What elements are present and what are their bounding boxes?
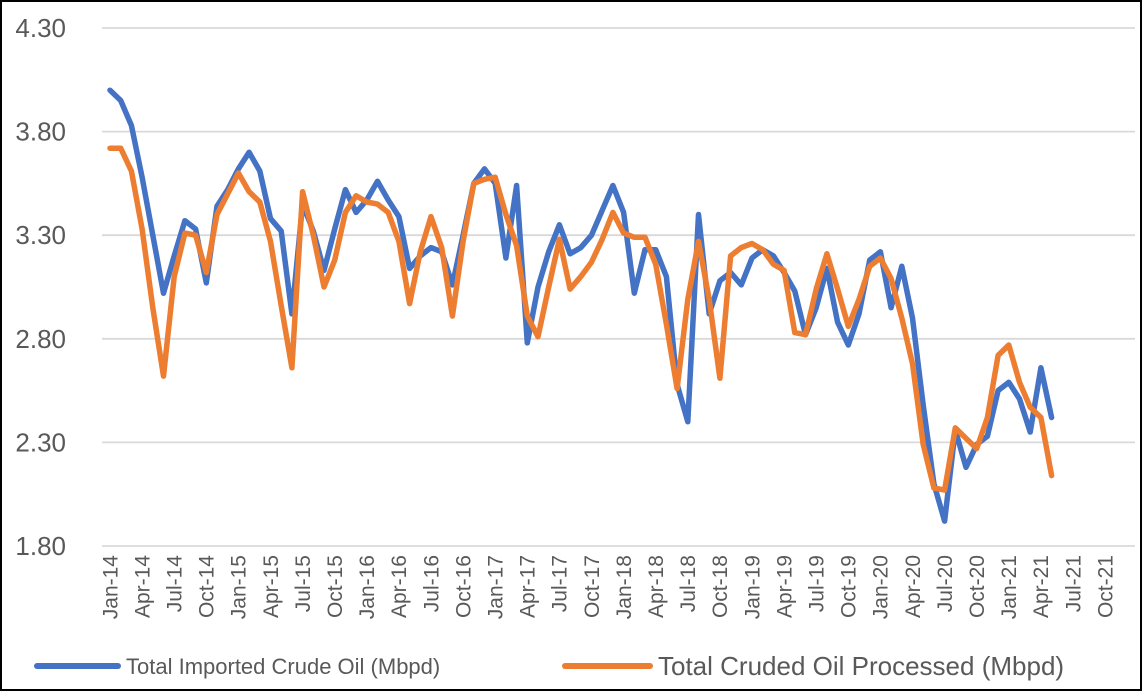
x-tick-label: Apr-14 [131,555,154,618]
x-tick-label: Jan-20 [870,555,893,619]
series-lines [107,87,1055,524]
x-tick-label: Oct-15 [324,555,347,618]
gridlines [102,27,1135,547]
legend-label-imported-crude: Total Imported Crude Oil (Mbpd) [126,654,440,679]
x-tick-label: Jan-17 [485,555,508,619]
y-tick-label: 3.80 [15,117,66,147]
y-axis-labels: 4.30 3.80 3.30 2.80 2.30 1.80 [15,13,66,561]
x-tick-label: Jan-19 [741,555,764,619]
legend-label-crude-processed: Total Cruded Oil Processed (Mbpd) [658,651,1064,681]
x-tick-label: Apr-20 [902,555,925,618]
x-tick-label: Oct-17 [581,555,604,618]
x-tick-label: Oct-16 [452,555,475,618]
x-tick-label: Apr-19 [773,555,796,618]
x-tick-label: Jul-14 [164,555,187,613]
x-tick-label: Jul-19 [806,555,829,612]
legend: Total Imported Crude Oil (Mbpd) Total Cr… [34,651,1064,681]
x-tick-label: Apr-16 [388,555,411,618]
y-tick-label: 4.30 [15,13,66,43]
x-tick-label: Jan-16 [356,555,379,619]
x-tick-label: Jan-15 [228,555,251,619]
x-tick-label: Jul-17 [549,555,572,612]
x-tick-label: Jul-21 [1062,555,1085,612]
x-tick-label: Apr-15 [260,555,283,618]
x-tick-label: Oct-14 [196,555,219,618]
x-tick-label: Jul-15 [292,555,315,612]
y-tick-label: 2.30 [15,427,66,457]
x-tick-label: Jan-14 [99,555,122,620]
x-tick-label: Jan-21 [998,555,1021,619]
y-tick-label: 1.80 [15,531,66,561]
y-tick-label: 3.30 [15,220,66,250]
x-tick-label: Oct-20 [966,555,989,618]
x-tick-label: Jul-20 [934,555,957,612]
x-tick-label: Jul-16 [420,555,443,612]
x-axis-labels: Jan-14 Apr-14 Jul-14 Oct-14 Jan-15 Apr-15 Jul-… [99,555,1117,620]
x-tick-label: Oct-18 [709,555,732,618]
x-tick-label: Apr-17 [517,555,540,618]
series-line-0 [107,87,1055,524]
x-tick-label: Oct-19 [838,555,861,618]
x-tick-label: Apr-21 [1030,555,1053,618]
series-line-1 [107,145,1055,493]
y-tick-label: 2.80 [15,324,66,354]
x-tick-label: Jul-18 [677,555,700,612]
x-tick-label: Jan-18 [613,555,636,619]
x-tick-label: Oct-21 [1094,555,1117,618]
x-tick-label: Apr-18 [645,555,668,618]
